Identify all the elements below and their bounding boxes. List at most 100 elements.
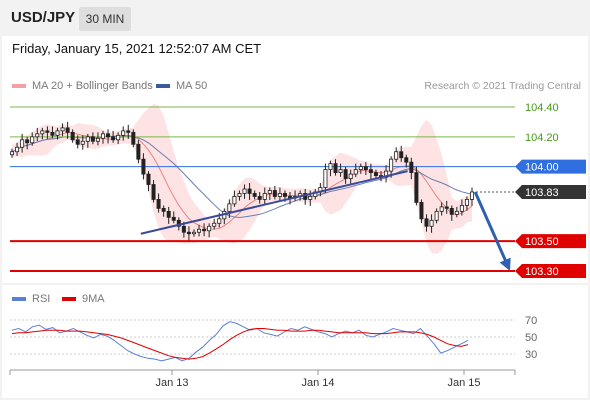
candle-body bbox=[439, 206, 444, 212]
candle-body bbox=[186, 231, 191, 235]
forecast-arrow-head bbox=[499, 257, 511, 271]
rsi-tick-30: 30 bbox=[525, 349, 537, 361]
candle-body bbox=[136, 143, 141, 160]
candle-body bbox=[469, 191, 474, 200]
candle-body bbox=[419, 202, 424, 220]
legend-ma50-label: MA 50 bbox=[176, 80, 208, 92]
candle-body bbox=[9, 151, 14, 156]
x-tick-label: Jan 13 bbox=[155, 377, 188, 389]
candle-body bbox=[40, 130, 45, 135]
candle-body bbox=[262, 193, 267, 200]
candle-body bbox=[232, 196, 237, 205]
candle-body bbox=[171, 216, 176, 221]
candle-body bbox=[464, 199, 469, 206]
candle-body bbox=[207, 225, 212, 232]
candle-body bbox=[328, 163, 333, 171]
level-tag-103-50 bbox=[515, 234, 586, 249]
candle-body bbox=[257, 196, 262, 200]
legend-ma50: MA 50 bbox=[156, 80, 207, 92]
legend-rsi-label: RSI bbox=[32, 293, 51, 305]
candle-body bbox=[217, 218, 222, 224]
candle-body bbox=[247, 188, 252, 194]
level-label-104-00: 104.00 bbox=[525, 162, 559, 174]
candle-body bbox=[429, 219, 434, 227]
legend-rsi-swatch bbox=[12, 297, 26, 301]
x-tick-label: Jan 15 bbox=[447, 377, 480, 389]
candle-body bbox=[197, 228, 202, 233]
currency-pair-title: USD/JPY bbox=[11, 9, 76, 26]
level-label-103-50: 103.50 bbox=[525, 236, 559, 248]
candle-body bbox=[166, 210, 171, 218]
level-label-104-20: 104.20 bbox=[525, 132, 559, 144]
candle-body bbox=[141, 158, 146, 175]
timeframe-button[interactable]: 30 MIN bbox=[79, 7, 131, 31]
candle-body bbox=[348, 173, 353, 179]
candle-body bbox=[404, 157, 409, 163]
legend-ma20: MA 20 + Bollinger Bands bbox=[12, 80, 153, 92]
candle-body bbox=[15, 146, 20, 153]
candle-body bbox=[323, 169, 328, 188]
candle-body bbox=[444, 206, 449, 209]
candle-body bbox=[267, 190, 272, 194]
candle-body bbox=[373, 172, 378, 176]
candle-body bbox=[65, 127, 70, 133]
level-tag-103-30 bbox=[515, 264, 586, 278]
candle-body bbox=[181, 225, 186, 233]
candle-body bbox=[25, 139, 30, 144]
candle-body bbox=[212, 222, 217, 227]
candle-body bbox=[368, 169, 373, 173]
candle-body bbox=[449, 207, 454, 215]
candle-body bbox=[75, 139, 80, 145]
candle-body bbox=[121, 130, 126, 136]
candle-body bbox=[20, 139, 25, 148]
legend-ma20-label: MA 20 + Bollinger Bands bbox=[32, 80, 153, 92]
level-label-104-40: 104.40 bbox=[525, 102, 559, 114]
candle-body bbox=[116, 134, 121, 141]
candle-body bbox=[106, 133, 111, 138]
candle-body bbox=[70, 131, 75, 141]
candle-body bbox=[434, 210, 439, 221]
level-label-103-83: 103.83 bbox=[525, 187, 559, 199]
candle-body bbox=[111, 136, 116, 141]
candle-body bbox=[126, 130, 131, 133]
candle-body bbox=[333, 163, 338, 173]
candle-body bbox=[151, 184, 156, 200]
candle-body bbox=[389, 158, 394, 172]
candle-body bbox=[282, 193, 287, 197]
candle-body bbox=[358, 166, 363, 171]
candle-body bbox=[50, 131, 55, 136]
candle-body bbox=[191, 231, 196, 235]
candle-body bbox=[399, 151, 404, 159]
candle-body bbox=[353, 169, 358, 175]
candle-body bbox=[30, 136, 35, 144]
candle-body bbox=[277, 193, 282, 197]
candle-body bbox=[308, 196, 313, 200]
legend-rsi: RSI bbox=[12, 293, 50, 305]
candle-body bbox=[272, 190, 277, 197]
level-tag-104-00 bbox=[515, 159, 586, 174]
candle-body bbox=[252, 193, 257, 197]
candle-body bbox=[242, 188, 247, 194]
legend-9ma: 9MA bbox=[62, 293, 105, 305]
rsi-tick-70: 70 bbox=[525, 315, 537, 327]
candle-body bbox=[45, 130, 50, 133]
candle-body bbox=[60, 127, 65, 132]
rsi-tick-50: 50 bbox=[525, 332, 537, 344]
candle-body bbox=[156, 199, 161, 209]
candle-body bbox=[202, 228, 207, 232]
candle-body bbox=[409, 161, 414, 173]
candle-body bbox=[100, 133, 105, 139]
legend-9ma-swatch bbox=[62, 297, 76, 301]
candle-body bbox=[35, 133, 40, 138]
candle-body bbox=[227, 203, 232, 212]
candle-body bbox=[131, 131, 136, 145]
candle-body bbox=[394, 151, 399, 160]
rsi-line bbox=[11, 321, 469, 362]
candle-body bbox=[161, 207, 166, 212]
x-tick-label: Jan 14 bbox=[301, 377, 334, 389]
chart-panel bbox=[2, 36, 588, 398]
legend-9ma-label: 9MA bbox=[82, 293, 105, 305]
legend-ma20-swatch bbox=[12, 84, 26, 88]
forecast-arrow-shaft bbox=[473, 191, 509, 265]
